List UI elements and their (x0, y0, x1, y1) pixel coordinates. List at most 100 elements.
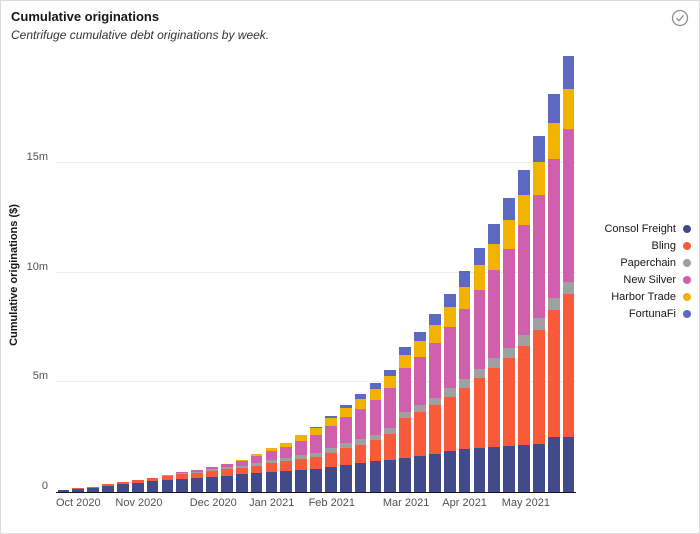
bar-segment-new-silver (399, 368, 412, 412)
legend-dot (683, 293, 691, 301)
bar-segment-bling (458, 387, 471, 450)
x-tick-label: Dec 2020 (189, 497, 237, 509)
bar-segment-harbor-trade (443, 306, 456, 327)
bar-segment-new-silver (547, 159, 560, 298)
bar-segment-consol-freight (191, 477, 204, 492)
bar (206, 53, 218, 492)
bar-segment-new-silver (339, 416, 352, 444)
bar-segment-consol-freight (488, 447, 501, 492)
bar (547, 53, 560, 492)
y-tick-label: 10m (26, 260, 48, 273)
bar-segment-consol-freight (473, 448, 486, 492)
bar-segment-bling (384, 433, 397, 461)
y-tick-label: 0 (41, 480, 48, 492)
bar-segment-bling (250, 465, 263, 474)
x-tick-label: May 2021 (501, 497, 551, 509)
legend-item-new-silver[interactable]: New Silver (604, 274, 691, 286)
y-tick-label: 15m (26, 150, 48, 163)
bar-segment-bling (339, 448, 352, 465)
bar-segment-consol-freight (146, 481, 159, 492)
bar-segment-bling (547, 309, 560, 438)
bar-segment-consol-freight (547, 437, 560, 492)
bar-segment-paperchain (324, 448, 337, 453)
x-tick-label: Jan 2021 (249, 497, 295, 509)
bar-segment-paperchain (547, 297, 560, 310)
bar (369, 53, 382, 492)
bar (310, 53, 322, 492)
bar (72, 53, 85, 492)
bar-segment-consol-freight (265, 472, 278, 492)
bar-segment-new-silver (220, 463, 233, 468)
bar (473, 53, 486, 492)
bar-segment-bling (102, 484, 114, 486)
legend-item-fortunafi[interactable]: FortunaFi (604, 308, 691, 320)
bar-segment-consol-freight (369, 461, 382, 492)
legend-dot (683, 276, 691, 284)
gridline (56, 161, 576, 163)
bar-segment-fortunafi (503, 198, 516, 221)
legend-item-consol-freight[interactable]: Consol Freight (604, 223, 691, 235)
check-circle-icon[interactable] (671, 9, 689, 27)
bar (116, 53, 129, 492)
x-tick-label: Feb 2021 (308, 497, 356, 509)
bar-segment-consol-freight (87, 487, 100, 492)
bar-segment-fortunafi (310, 427, 322, 429)
bar-segment-consol-freight (532, 443, 545, 492)
bar-segment-new-silver (206, 467, 218, 470)
bar-segment-fortunafi (339, 404, 352, 409)
bar-segment-harbor-trade (354, 398, 367, 409)
bar-segment-new-silver (428, 342, 441, 398)
bar-segment-new-silver (414, 356, 426, 405)
bar-segment-bling (518, 346, 530, 445)
bar-segment-new-silver (280, 447, 293, 458)
bar-segment-consol-freight (72, 488, 85, 492)
bar-segment-bling (324, 452, 337, 467)
bar-segment-consol-freight (295, 470, 308, 492)
bar-segment-consol-freight (518, 444, 530, 492)
bar (399, 53, 412, 492)
bar-segment-consol-freight (176, 478, 189, 492)
bar-segment-fortunafi (369, 383, 382, 389)
bar-segment-harbor-trade (369, 388, 382, 400)
bar-segment-new-silver (532, 195, 545, 319)
bar (414, 53, 426, 492)
bar-segment-bling (161, 476, 174, 480)
bar-segment-harbor-trade (532, 162, 545, 196)
y-tick-label: 5m (32, 370, 48, 383)
bar (87, 53, 100, 492)
bar-segment-fortunafi (532, 135, 545, 163)
bar (324, 53, 337, 492)
legend-item-bling[interactable]: Bling (604, 240, 691, 252)
bar-segment-harbor-trade (235, 460, 248, 462)
x-tick-label: Apr 2021 (442, 497, 487, 509)
bar-segment-paperchain (250, 463, 263, 466)
bar (428, 53, 441, 492)
bar-segment-bling (354, 444, 367, 464)
bar-segment-paperchain (191, 471, 204, 473)
bar-segment-paperchain (369, 434, 382, 441)
bar-segment-harbor-trade (399, 354, 412, 368)
legend-item-paperchain[interactable]: Paperchain (604, 257, 691, 269)
bar-segment-fortunafi (324, 416, 337, 419)
bar-segment-bling (280, 461, 293, 472)
bar-segment-new-silver (191, 470, 204, 472)
bar-segment-bling (87, 486, 100, 488)
bar-segment-harbor-trade (295, 435, 308, 441)
bar (57, 53, 70, 492)
bar (354, 53, 367, 492)
bar-segment-harbor-trade (458, 286, 471, 309)
bar (488, 53, 501, 492)
bar-segment-consol-freight (443, 451, 456, 492)
plot-area: 0 5m 10m 15m Oct 2020 Nov 2020 Dec 2020 Jan 202… (27, 53, 576, 509)
bar-segment-consol-freight (458, 449, 471, 492)
bar-segment-consol-freight (116, 484, 129, 492)
bar-segment-harbor-trade (250, 454, 263, 457)
bar-segment-harbor-trade (518, 194, 530, 226)
bar-segment-harbor-trade (265, 448, 278, 452)
bar-segment-consol-freight (102, 485, 114, 492)
legend-item-harbor-trade[interactable]: Harbor Trade (604, 291, 691, 303)
bar-segment-paperchain (339, 443, 352, 449)
bar-segment-fortunafi (399, 347, 412, 355)
bar-segment-fortunafi (562, 56, 575, 90)
